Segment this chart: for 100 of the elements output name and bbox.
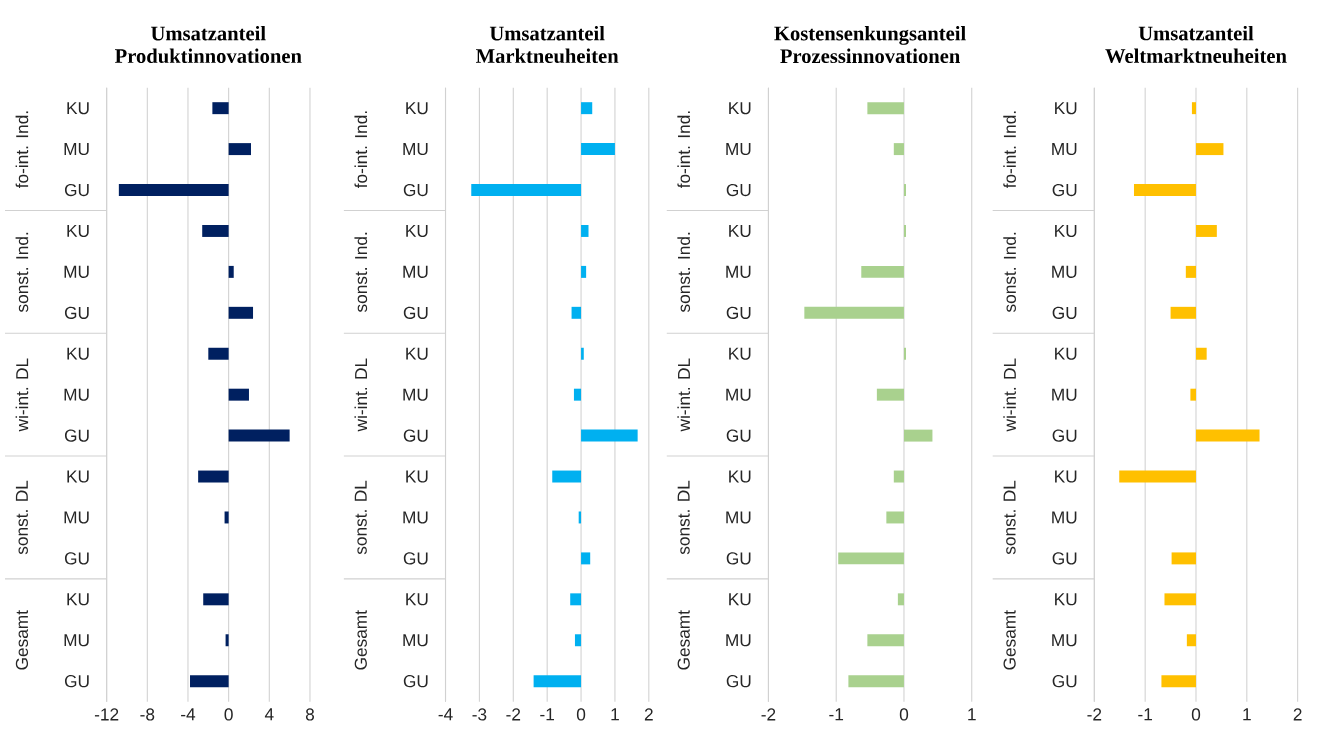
x-tick-label: -2 [1087,708,1102,721]
y-tick-label: MU [726,388,751,401]
y-tick-label: KU [1055,347,1077,360]
y-tick-label: KU [1055,593,1077,606]
bar [1133,184,1196,197]
x-tick-label: 0 [576,708,586,721]
text: wi-int. DL [677,358,691,432]
y-tick-label: KU [406,347,428,360]
y-tick-label: KU [67,593,89,606]
bar [581,225,589,238]
bar [903,347,906,360]
y-tick-label: GU [726,306,751,320]
y-tick-label: GU [64,306,89,320]
x-tick-label: -2 [506,708,521,721]
bar [224,511,229,524]
y-tick-label: MU [64,511,89,524]
y-tick-label: GU [1052,552,1077,565]
y-tick-label: KU [729,470,751,483]
bar [228,429,290,442]
bar [867,634,904,647]
text: wi-int. DL [1003,358,1016,432]
text: sonst. Ind. [354,233,368,313]
y-tick-label: GU [403,429,428,442]
y-tick-label: KU [67,102,89,115]
x-tick-label: -1 [540,708,555,721]
bar [203,593,229,606]
y-tick-label: MU [64,634,89,647]
text: fo-int. Ind. [354,111,368,189]
y-tick-label: MU [403,266,428,279]
x-tick-label: -3 [472,708,487,721]
y-tick-label: GU [64,429,89,442]
y-tick-label: KU [1055,225,1077,238]
y-tick-label: GU [1052,306,1077,320]
y-tick-label: KU [1055,470,1077,483]
y-tick-label: KU [67,225,89,238]
y-tick-label: MU [1052,511,1077,524]
bar [804,307,904,320]
bar [471,184,582,197]
y-tick-label: MU [1052,388,1077,401]
bar [552,470,582,483]
y-tick-label: GU [1052,429,1077,442]
bar [1196,347,1207,360]
bar [212,102,229,115]
y-tick-label: MU [64,388,89,401]
y-tick-label: KU [729,102,751,115]
bar [1161,675,1196,688]
y-tick-label: MU [1052,266,1077,279]
text: Gesamt [354,610,367,670]
x-tick-label: 1 [611,708,619,721]
bar [581,552,591,565]
bar [893,470,904,483]
x-tick-label: -4 [438,708,453,721]
bar [893,143,904,156]
text: sonst. DL [1003,480,1016,555]
bar [1196,225,1217,238]
y-tick-label: GU [726,429,751,442]
x-tick-label: 1 [968,708,976,721]
y-tick-label: MU [726,634,751,647]
y-tick-label: GU [726,552,751,565]
bar [838,552,904,565]
y-tick-label: GU [403,184,428,197]
y-tick-label: MU [1052,634,1077,647]
bar [118,184,229,197]
bar [897,593,904,606]
y-tick-label: KU [406,470,428,483]
bar [903,184,906,197]
text: sonst. Ind. [15,233,29,313]
y-tick-label: MU [403,388,428,401]
bar [581,347,584,360]
bar [1190,388,1196,401]
bar [867,102,904,115]
x-tick-label: 2 [644,708,653,721]
x-tick-label: -4 [181,708,196,721]
y-tick-label: GU [726,675,751,688]
x-tick-label: -1 [829,708,844,721]
y-tick-label: GU [1052,675,1077,688]
bar [848,675,904,688]
bar [903,225,906,238]
y-tick-label: KU [406,593,428,606]
bar [1186,634,1196,647]
chart-title: Umsatzanteil Weltmarktneuheiten [1105,26,1287,64]
y-tick-label: MU [726,511,751,524]
y-tick-label: KU [729,593,751,606]
y-tick-label: KU [729,347,751,360]
chart-title: Kostensenkungsanteil Prozessinnovationen [774,26,966,64]
y-tick-label: GU [726,184,751,197]
y-tick-label: GU [64,552,89,565]
text: fo-int. Ind. [677,111,691,189]
bar [574,634,582,647]
bar [581,266,587,279]
bar [570,593,582,606]
bar [228,388,249,401]
bar [228,307,254,320]
bar [861,266,904,279]
text: fo-int. Ind. [1003,111,1016,189]
y-tick-label: MU [64,143,89,156]
bar [903,429,933,442]
x-tick-label: 0 [899,708,909,721]
y-tick-label: GU [403,306,428,320]
text: sonst. Ind. [1003,233,1016,313]
